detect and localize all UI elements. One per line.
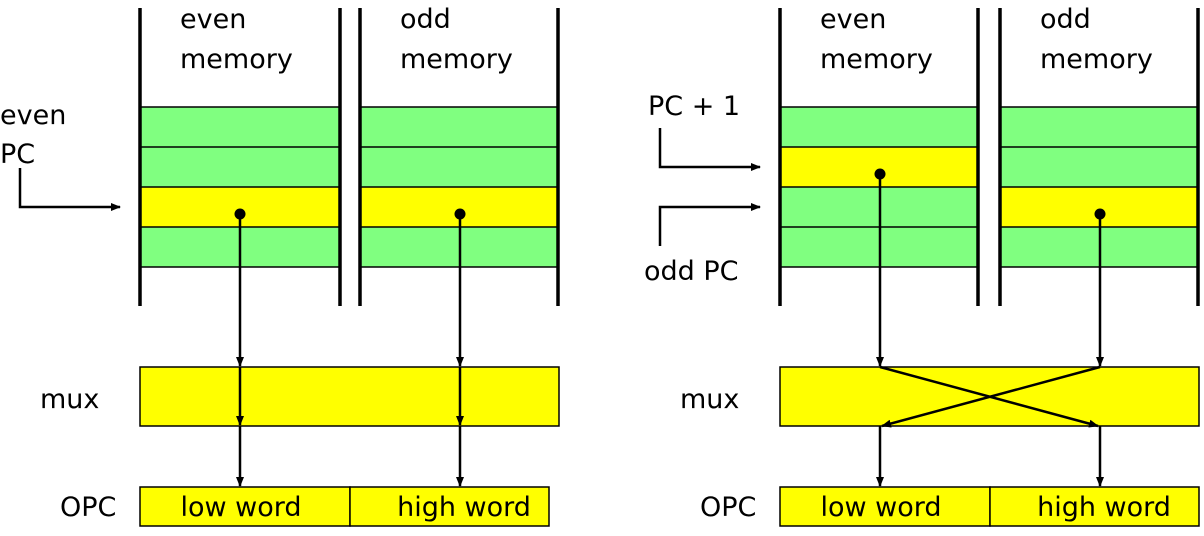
opc-low-word — [139, 486, 351, 527]
left-panel: even memory odd memory even PC — [0, 4, 560, 527]
memory-row — [1000, 107, 1198, 147]
left-odd-memory-bank: odd memory — [358, 4, 560, 306]
odd-memory-label: odd — [400, 4, 451, 35]
mux-label: mux — [40, 384, 99, 415]
even-memory-label: even — [180, 4, 246, 35]
even-pc-label: PC — [0, 139, 35, 170]
mux-cross-wire — [881, 365, 1101, 428]
memory-row — [360, 107, 558, 147]
opc-label: OPC — [700, 492, 756, 523]
mux-label: mux — [680, 384, 739, 415]
pc-plus-one-label: PC + 1 — [648, 91, 740, 122]
memory-row — [140, 107, 340, 147]
odd-memory-label: memory — [400, 44, 513, 75]
opc-high-word — [349, 486, 550, 527]
memory-row — [1000, 147, 1198, 187]
odd-pc-label: odd PC — [644, 256, 739, 287]
even-memory-label: memory — [180, 44, 293, 75]
even-pc-arrow — [18, 168, 121, 211]
mux-box — [139, 366, 560, 427]
opc-label: OPC — [60, 492, 116, 523]
odd-memory-label: memory — [1040, 44, 1153, 75]
opc-low-word-label: low word — [180, 492, 301, 523]
even-memory-label: memory — [820, 44, 933, 75]
memory-row — [360, 147, 558, 187]
memory-row — [780, 107, 978, 147]
opc-low-word — [779, 486, 991, 527]
even-memory-label: even — [820, 4, 886, 35]
opc-high-word — [989, 486, 1200, 527]
memory-row — [140, 147, 340, 187]
opc-high-word-label: high word — [1037, 492, 1171, 523]
right-panel: even memory odd memory PC + 1 odd PC — [644, 4, 1200, 527]
pc-plus-one-arrow — [658, 128, 761, 171]
even-pc-label: even — [0, 100, 66, 131]
opc-low-word-label: low word — [820, 492, 941, 523]
odd-pc-arrow — [658, 203, 761, 246]
odd-memory-label: odd — [1040, 4, 1091, 35]
opc-high-word-label: high word — [397, 492, 531, 523]
